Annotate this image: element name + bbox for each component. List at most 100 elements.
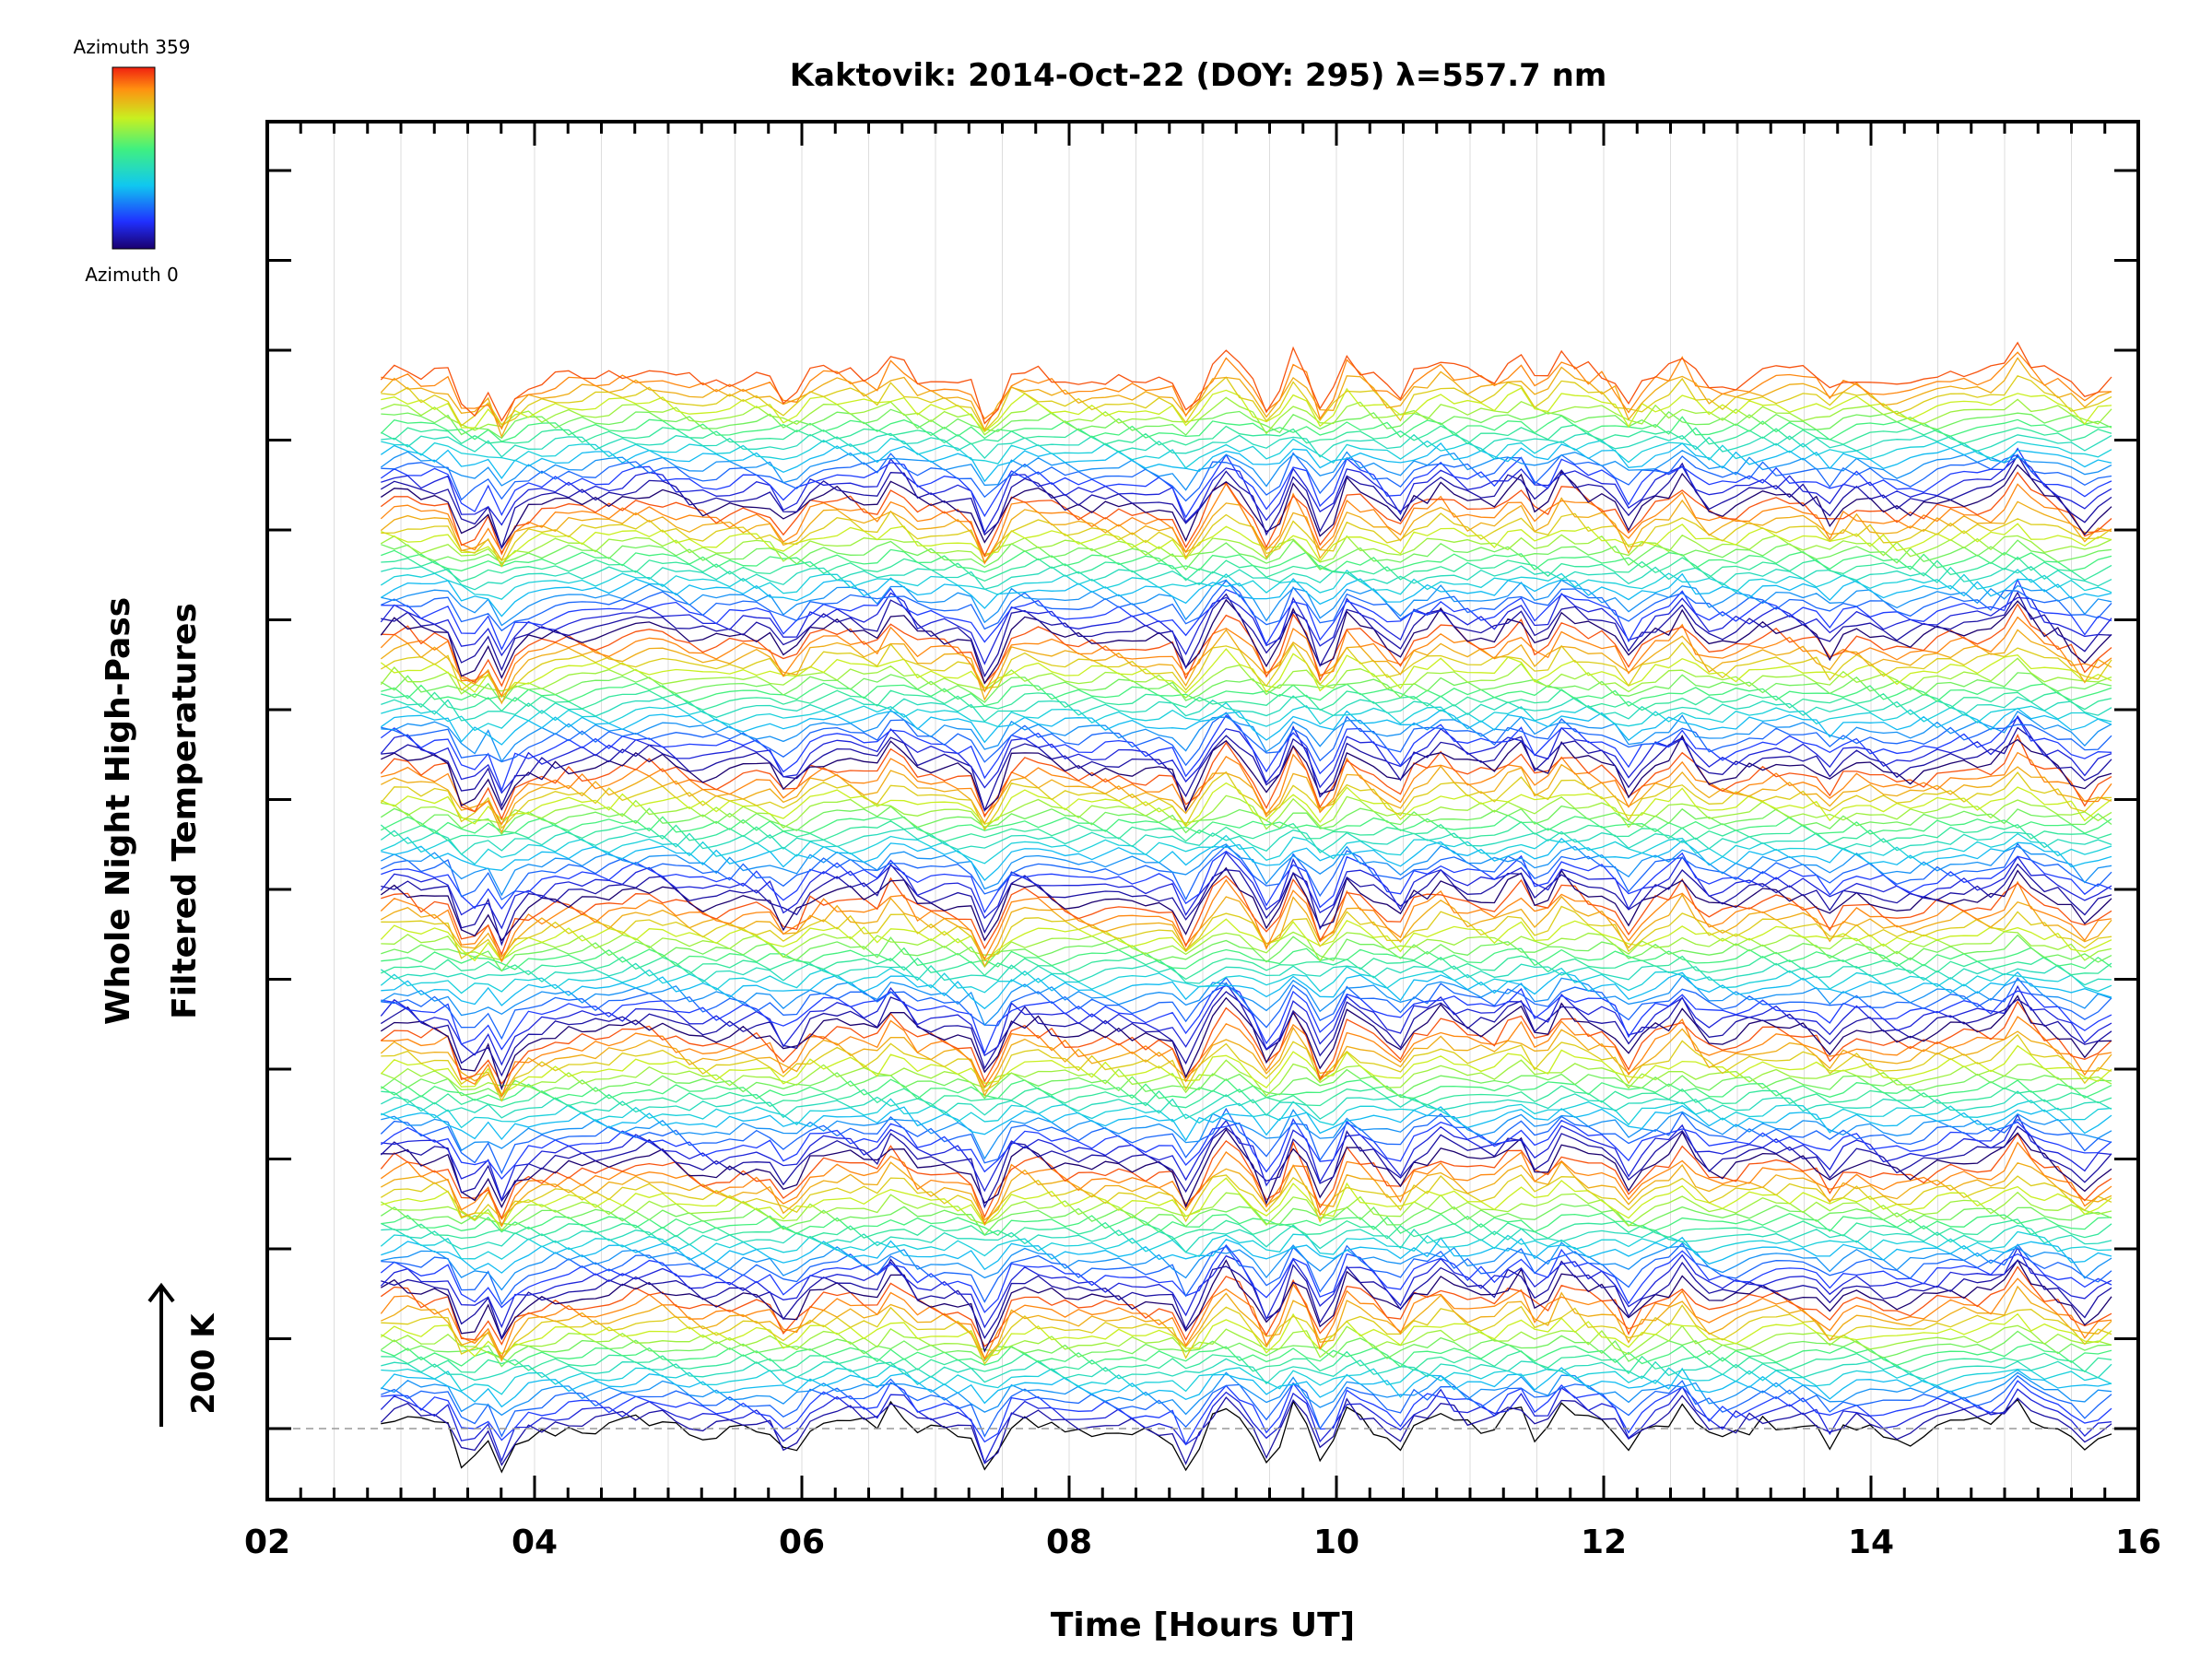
series-line — [380, 918, 2112, 963]
series-line — [380, 1191, 2112, 1231]
series-line — [381, 1371, 2112, 1417]
series-line — [380, 1044, 2112, 1095]
series-line — [381, 396, 2112, 436]
series-line — [381, 375, 2112, 432]
series-line — [380, 771, 2112, 831]
series-line — [381, 751, 2112, 826]
series-line — [380, 1026, 2112, 1098]
series-line — [381, 1109, 2112, 1160]
series-line — [381, 1059, 2112, 1097]
series-line — [381, 510, 2112, 568]
series-line — [380, 1230, 2112, 1260]
series-line — [380, 851, 2112, 930]
series-line — [381, 843, 2112, 897]
series-line — [380, 657, 2112, 699]
series-line — [381, 437, 2112, 469]
series-line — [380, 714, 2112, 794]
series-line — [381, 452, 2112, 502]
series-line — [380, 592, 2112, 665]
series-line — [381, 695, 2112, 723]
series-line — [380, 1118, 2112, 1181]
series-line — [381, 701, 2112, 732]
series-line — [380, 991, 2112, 1077]
series-line — [380, 893, 2112, 968]
series-line — [381, 1350, 2112, 1375]
series-line — [380, 1330, 2112, 1368]
series-line — [380, 878, 2112, 963]
series-line — [381, 1285, 2112, 1362]
x-tick-label: 12 — [1581, 1524, 1627, 1561]
series-line — [380, 1141, 2112, 1228]
axis-ticks — [265, 122, 2140, 1500]
series-line — [380, 442, 2112, 483]
series-line — [381, 1343, 2112, 1369]
series-line — [381, 1364, 2112, 1395]
scale-label: 200 K — [185, 1312, 222, 1415]
series-line — [380, 1125, 2112, 1209]
series-line — [380, 471, 2112, 558]
series-line — [381, 580, 2112, 632]
series-line — [380, 1265, 2112, 1347]
series-line — [381, 565, 2112, 591]
series-line — [380, 714, 2112, 793]
series-line — [380, 357, 2112, 439]
series-line — [381, 814, 2112, 835]
x-tick-label: 04 — [512, 1524, 558, 1561]
series-line — [380, 974, 2112, 1027]
series-line — [381, 735, 2112, 813]
series-line — [381, 1098, 2112, 1129]
series-line — [380, 994, 2112, 1091]
series-line — [381, 794, 2112, 830]
colorbar-gradient — [112, 66, 156, 250]
series-line — [380, 569, 2112, 600]
x-tick-label: 08 — [1046, 1524, 1092, 1561]
series-line — [381, 455, 2112, 535]
series-line — [380, 1068, 2112, 1100]
series-line — [381, 875, 2112, 957]
series-line — [380, 820, 2112, 844]
series-line — [381, 1241, 2112, 1306]
series-line — [380, 641, 2112, 698]
series-line — [380, 672, 2112, 704]
chart-title: Kaktovik: 2014-Oct-22 (DOY: 295) λ=557.7… — [790, 57, 1607, 94]
series-line — [380, 1000, 2112, 1085]
series-line — [381, 688, 2112, 712]
series-line — [381, 1358, 2112, 1385]
x-tick-labels: 02 04 06 08 10 12 14 16 — [244, 1524, 2161, 1561]
series-line — [381, 591, 2112, 678]
series-line — [381, 432, 2112, 460]
series-line — [381, 351, 2112, 430]
series-line — [381, 1398, 2112, 1474]
series-line — [380, 450, 2112, 491]
series-line — [381, 1104, 2112, 1142]
series-line — [380, 1258, 2112, 1353]
series-line — [380, 598, 2112, 685]
series-line — [380, 464, 2112, 549]
series-line — [380, 497, 2112, 562]
colorbar: Azimuth 359 Azimuth 0 — [74, 36, 191, 286]
series-line — [381, 850, 2112, 914]
series-line — [381, 934, 2112, 972]
series-line — [381, 947, 2112, 971]
series-line — [380, 805, 2112, 835]
series-line — [381, 832, 2112, 865]
series-line — [380, 616, 2112, 698]
y-axis-label-line2: Filtered Temperatures — [166, 603, 204, 1019]
series-line — [381, 726, 2112, 813]
series-line — [381, 1212, 2112, 1237]
series-line — [381, 387, 2112, 433]
series-line — [381, 976, 2112, 1041]
series-line — [381, 548, 2112, 573]
series-line — [381, 931, 2112, 962]
series-line — [380, 572, 2112, 618]
series-line — [381, 1374, 2112, 1438]
series-line — [381, 712, 2112, 767]
series-line — [381, 1224, 2112, 1253]
series-line — [380, 1367, 2112, 1408]
series-line — [380, 415, 2112, 442]
series-line — [381, 1304, 2112, 1366]
series-line — [380, 1078, 2112, 1101]
series-line — [381, 539, 2112, 571]
x-tick-label: 06 — [779, 1524, 825, 1561]
